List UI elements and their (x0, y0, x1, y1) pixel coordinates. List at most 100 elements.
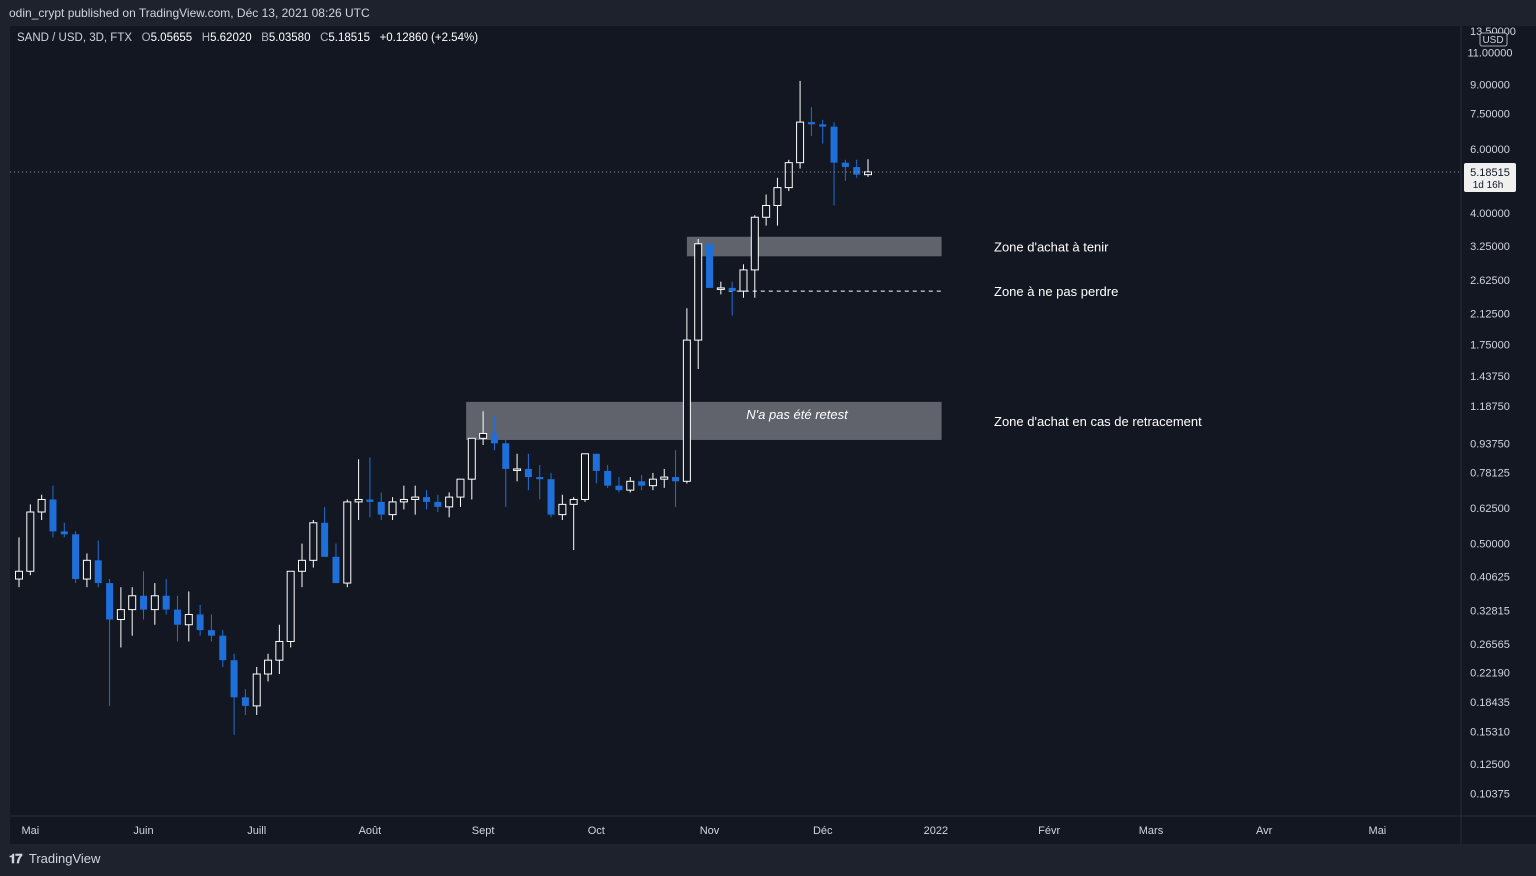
candle-body-62 (716, 287, 725, 290)
zone-rect-2 (466, 401, 942, 440)
zones-layer (466, 236, 942, 440)
y-tick-label: 7.50000 (1470, 108, 1510, 120)
candle-body-14 (173, 609, 181, 625)
y-tick-label: 4.00000 (1470, 208, 1510, 220)
candle-body-53 (615, 485, 623, 491)
candle-body-1 (26, 511, 35, 572)
x-tick-label: 2022 (924, 825, 948, 837)
y-tick-label: 1.43750 (1470, 371, 1510, 383)
y-tick-label: 2.12500 (1470, 309, 1510, 321)
candle-body-2 (37, 498, 46, 513)
candle-body-63 (728, 287, 736, 292)
candle-body-21 (252, 673, 261, 707)
candle-body-23 (275, 640, 284, 661)
y-tick-label: 0.50000 (1470, 539, 1510, 551)
candle-body-8 (106, 583, 114, 620)
x-tick-label: Nov (700, 825, 720, 837)
time-axis[interactable] (10, 816, 1461, 844)
symbol-label[interactable]: SAND / USD, 3D, FTX (17, 32, 133, 44)
x-tick-label: Mai (1369, 825, 1387, 837)
candle-body-71 (819, 124, 827, 127)
candle-body-30 (354, 498, 363, 503)
y-tick-label: 0.32815 (1470, 605, 1510, 617)
footer-bar: 𝟏𝟕 TradingView (0, 844, 1536, 876)
candle-body-47 (547, 479, 555, 515)
x-tick-label: Avr (1256, 825, 1273, 837)
y-tick-label: 0.10375 (1470, 788, 1510, 800)
y-tick-label: 9.00000 (1470, 79, 1510, 91)
x-tick-label: Sept (472, 825, 495, 837)
footer-brand[interactable]: TradingView (28, 851, 101, 866)
candle-body-43 (502, 443, 510, 469)
candle-body-66 (762, 204, 771, 218)
y-tick-label: 0.78125 (1470, 468, 1510, 480)
x-tick-label: Mars (1139, 825, 1164, 837)
candle-body-75 (864, 171, 872, 176)
annotation-label-0: Zone d'achat à tenir (994, 240, 1109, 255)
candle-body-36 (423, 497, 431, 502)
candle-body-17 (207, 630, 215, 636)
candle-body-49 (569, 498, 578, 505)
y-tick-label: 0.12500 (1470, 759, 1510, 771)
candle-body-25 (298, 559, 306, 572)
candle-body-40 (467, 437, 476, 480)
x-tick-label: Déc (813, 825, 833, 837)
candle-body-10 (128, 595, 137, 611)
candle-body-27 (321, 522, 329, 557)
tradingview-logo-icon: 𝟏𝟕 (9, 851, 23, 866)
low-value: 5.03580 (268, 32, 311, 44)
candle-body-31 (366, 499, 374, 502)
close-value: 5.18515 (328, 32, 370, 44)
y-tick-label: 0.22190 (1470, 668, 1510, 680)
currency-label: USD (1482, 35, 1503, 46)
candle-body-24 (286, 570, 295, 642)
y-tick-label: 3.25000 (1470, 241, 1510, 253)
x-tick-label: Mai (21, 825, 39, 837)
candle-body-4 (60, 531, 68, 535)
y-axis-labels: 11.00000 9.00000 7.50000 6.00000 4.00000 3.25… (1467, 26, 1515, 800)
candle-body-50 (581, 453, 589, 500)
candle-body-34 (399, 498, 408, 503)
annotation-label-2: Zone d'achat en cas de retracement (994, 414, 1202, 429)
candle-body-9 (116, 609, 125, 621)
candle-body-52 (604, 470, 612, 486)
open-label: O (141, 32, 151, 44)
x-tick-label: Juill (247, 825, 266, 837)
candle-body-37 (434, 501, 442, 507)
y-tick-label: 2.62500 (1470, 275, 1510, 287)
candle-body-15 (184, 613, 193, 626)
ohlc-legend: SAND / USD, 3D, FTX O5.05655 H5.62020 B5… (17, 32, 478, 44)
last-price-tag (1464, 163, 1516, 193)
candle-body-54 (626, 480, 635, 491)
x-tick-label: Févr (1038, 825, 1060, 837)
price-axis[interactable] (1461, 26, 1536, 844)
candle-body-74 (853, 167, 861, 175)
candle-body-55 (638, 481, 646, 486)
y-tick-label: 6.00000 (1470, 144, 1510, 156)
y-tick-label: 11.00000 (1467, 48, 1512, 60)
change-value: +0.12860 (+2.54%) (379, 32, 479, 44)
candle-body-5 (72, 534, 80, 580)
candle-body-67 (773, 187, 782, 206)
candle-body-69 (796, 121, 805, 164)
candle-body-60 (694, 243, 703, 341)
countdown-value: 1d 16h (1473, 180, 1504, 191)
y-tick-label: 0.93750 (1470, 439, 1510, 451)
candle-body-12 (150, 595, 159, 611)
candle-body-51 (592, 453, 600, 471)
candle-body-0 (15, 570, 23, 580)
candle-body-61 (706, 243, 714, 288)
y-tick-label: 0.40625 (1470, 572, 1510, 584)
currency-badge (1479, 32, 1508, 47)
candles-layer (15, 80, 872, 735)
annotation-labels: Zone d'achat à tenir Zone à ne pas perdre… (746, 240, 1202, 429)
candle-body-42 (490, 433, 498, 444)
published-text: odin_crypt published on TradingView.com,… (9, 6, 370, 20)
candle-body-72 (830, 126, 838, 163)
candle-body-73 (841, 162, 849, 168)
y-tick-label: 0.26565 (1470, 639, 1510, 651)
candle-body-56 (648, 478, 657, 487)
candle-body-70 (807, 122, 815, 125)
candle-body-46 (536, 477, 544, 480)
